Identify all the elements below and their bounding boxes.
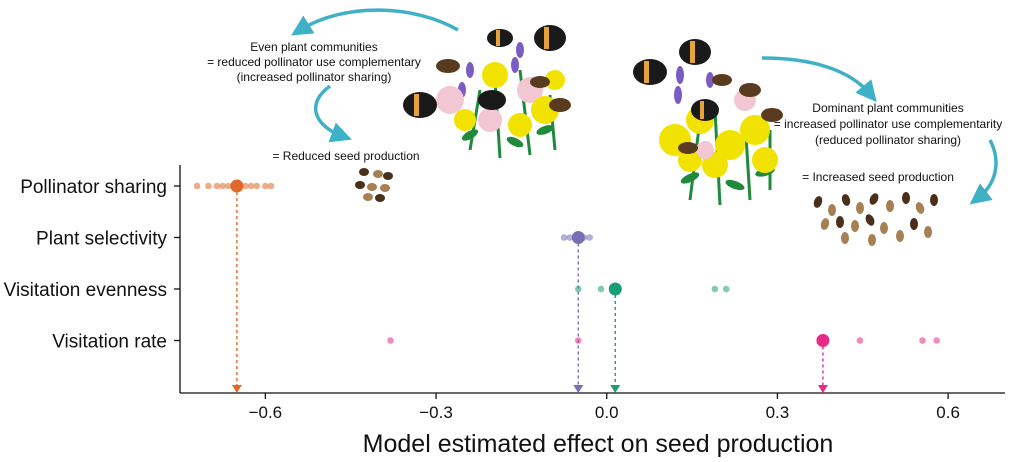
data-point — [387, 337, 394, 344]
x-tick-label: 0.0 — [595, 403, 619, 422]
right-annotation-line-3: (reduced pollinator sharing) — [815, 133, 961, 147]
data-point — [933, 337, 941, 344]
data-marks — [193, 179, 941, 393]
data-point — [247, 182, 255, 190]
left-annotation-line-1: Even plant communities — [250, 40, 377, 54]
data-point — [193, 182, 201, 190]
series-plant-selectivity — [560, 231, 593, 393]
category-labels: Pollinator sharing Plant selectivity Visit… — [4, 177, 180, 353]
estimate-arrowhead — [231, 385, 242, 393]
estimate-point — [230, 179, 244, 193]
series-visitation-evenness — [574, 282, 730, 393]
estimate-arrowhead — [573, 385, 584, 393]
data-point — [219, 182, 226, 190]
left-annotation-line-2: = reduced pollinator use complementary — [207, 55, 421, 69]
data-point — [242, 182, 249, 190]
left-annotation: Even plant communities = reduced pollina… — [207, 8, 459, 163]
data-point — [597, 285, 605, 293]
left-result-label: = Reduced seed production — [272, 149, 419, 163]
reduced-seeds-illustration — [355, 168, 393, 202]
x-tick-label: −0.3 — [419, 403, 453, 422]
x-tick-label: 0.3 — [766, 403, 790, 422]
data-point — [560, 234, 568, 241]
right-result-label: = Increased seed production — [802, 170, 954, 184]
x-tick-label: −0.6 — [249, 403, 283, 422]
curved-arrow-icon — [291, 8, 459, 36]
category-label: Visitation rate — [52, 332, 167, 353]
data-point — [205, 182, 212, 190]
increased-seeds-illustration — [813, 192, 938, 246]
curved-arrow-icon — [313, 84, 352, 143]
estimate-arrowhead — [610, 385, 621, 393]
curved-arrow-icon — [761, 56, 877, 103]
curved-arrow-icon — [969, 139, 998, 205]
x-axis-label: Model estimated effect on seed productio… — [363, 430, 834, 458]
left-annotation-line-3: (increased pollinator sharing) — [237, 70, 392, 84]
estimate-point — [608, 282, 622, 296]
data-point — [711, 285, 719, 293]
data-point — [225, 182, 232, 190]
estimate-point — [571, 231, 585, 244]
series-visitation-rate — [387, 334, 941, 393]
data-point — [253, 182, 261, 190]
estimate-point — [816, 334, 830, 347]
series-pollinator-sharing — [193, 179, 275, 393]
data-point — [213, 182, 221, 190]
right-annotation-line-1: Dominant plant communities — [812, 101, 963, 115]
data-point — [856, 337, 864, 344]
right-annotation: Dominant plant communities = increased p… — [761, 56, 1002, 205]
dominant-community-illustration — [633, 39, 783, 206]
data-point — [919, 337, 926, 344]
x-tick-label: 0.6 — [936, 403, 960, 422]
data-point — [586, 234, 593, 241]
data-point — [722, 285, 730, 293]
estimate-arrowhead — [817, 385, 828, 393]
data-point — [267, 182, 275, 190]
even-community-illustration — [403, 25, 571, 159]
data-point — [262, 182, 269, 190]
data-point — [574, 337, 582, 344]
category-label: Plant selectivity — [36, 229, 167, 250]
right-annotation-line-2: = increased pollinator use complementari… — [774, 117, 1002, 131]
x-axis-ticks: −0.6 −0.3 0.0 0.3 0.6 — [249, 393, 960, 422]
category-label: Visitation evenness — [4, 280, 167, 301]
data-point — [574, 285, 582, 293]
data-point — [566, 234, 574, 241]
category-label: Pollinator sharing — [20, 177, 167, 198]
